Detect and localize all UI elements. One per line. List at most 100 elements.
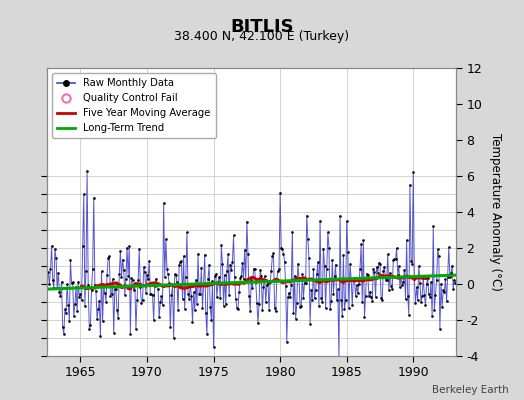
Point [237,273,246,280]
Point [128,277,137,284]
Point [358,299,366,305]
Point [306,320,314,327]
Point [92,288,100,294]
Point [353,282,361,289]
Point [149,317,158,323]
Point [62,310,70,316]
Point [174,307,182,313]
Point [421,302,430,309]
Point [144,276,152,283]
Point [418,293,427,299]
Point [391,256,400,262]
Point [110,330,118,336]
Point [399,279,408,285]
Point [137,300,146,306]
Point [422,281,431,287]
Point [123,244,131,251]
Point [193,301,201,307]
Point [181,306,189,312]
Point [343,218,351,224]
Point [286,294,294,300]
Point [394,271,402,278]
Point [195,291,203,298]
Point [308,297,316,304]
Point [447,270,455,276]
Point [257,272,266,279]
Point [73,308,81,314]
Point [136,284,145,290]
Point [106,293,115,299]
Point [412,284,421,290]
Point [207,317,215,323]
Point [267,268,276,274]
Point [155,314,163,320]
Point [203,331,211,338]
Point [342,297,350,304]
Point [367,294,375,300]
Point [140,269,149,276]
Text: BITLIS: BITLIS [230,18,294,36]
Point [65,318,73,324]
Point [363,270,371,277]
Point [256,266,265,273]
Point [258,307,267,313]
Point [289,310,298,316]
Point [210,344,218,350]
Point [254,320,262,326]
Point [226,262,234,268]
Point [409,169,418,176]
Point [362,292,370,299]
Point [260,273,269,279]
Point [335,356,343,362]
Point [167,292,176,299]
Point [205,262,213,268]
Point [165,280,173,286]
Point [70,313,78,319]
Point [272,276,281,282]
Point [216,295,224,302]
Point [166,324,174,330]
Point [129,287,138,293]
Point [99,318,107,324]
Point [97,268,106,274]
Point [403,293,412,299]
Point [66,257,74,263]
Point [380,264,389,270]
Point [124,272,133,279]
Point [220,303,228,309]
Point [168,282,177,289]
Point [379,268,388,274]
Point [305,255,313,262]
Point [82,268,90,274]
Point [252,279,260,285]
Point [401,296,410,302]
Point [365,293,373,299]
Point [153,279,161,286]
Point [100,283,108,289]
Point [221,271,229,278]
Point [163,266,171,272]
Point [301,280,310,286]
Point [293,261,302,267]
Point [285,290,293,296]
Point [317,295,325,301]
Point [373,264,381,270]
Point [320,263,329,269]
Point [194,250,202,257]
Point [304,236,312,242]
Point [74,279,82,285]
Point [219,260,227,267]
Point [189,289,198,295]
Point [255,301,263,307]
Point [261,299,270,305]
Point [188,319,196,325]
Point [206,304,214,310]
Point [268,253,277,259]
Point [331,261,340,268]
Point [442,298,451,305]
Point [197,265,205,271]
Point [169,335,178,341]
Point [139,264,148,270]
Point [182,274,190,280]
Point [357,241,365,248]
